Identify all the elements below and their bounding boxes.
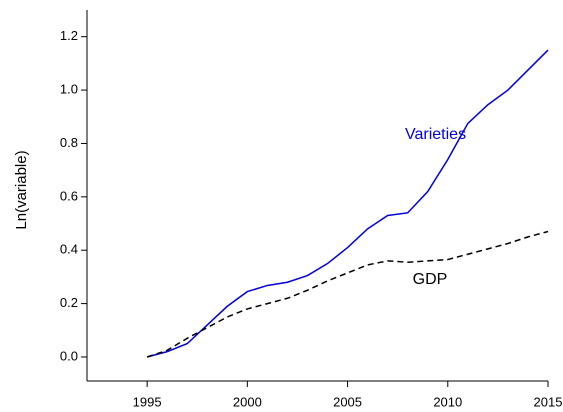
y-tick-label: 0.8 xyxy=(60,135,78,150)
y-axis-label: Ln(variable) xyxy=(13,150,30,229)
x-tick-label: 2000 xyxy=(233,394,262,409)
y-tick-label: 0.4 xyxy=(60,242,78,257)
x-tick-label: 2010 xyxy=(433,394,462,409)
x-tick-label: 2015 xyxy=(534,394,563,409)
y-tick-label: 0.2 xyxy=(60,295,78,310)
series-line xyxy=(146,49,549,358)
series-label: GDP xyxy=(413,271,448,288)
y-tick-label: 0.0 xyxy=(60,348,78,363)
series-line xyxy=(146,230,549,358)
y-tick-label: 0.6 xyxy=(60,188,78,203)
y-tick-label: 1.0 xyxy=(60,82,78,97)
x-tick-label: 1995 xyxy=(133,394,162,409)
y-tick-label: 1.2 xyxy=(60,28,78,43)
series-label: Varieties xyxy=(405,126,466,143)
x-tick-label: 2005 xyxy=(333,394,362,409)
